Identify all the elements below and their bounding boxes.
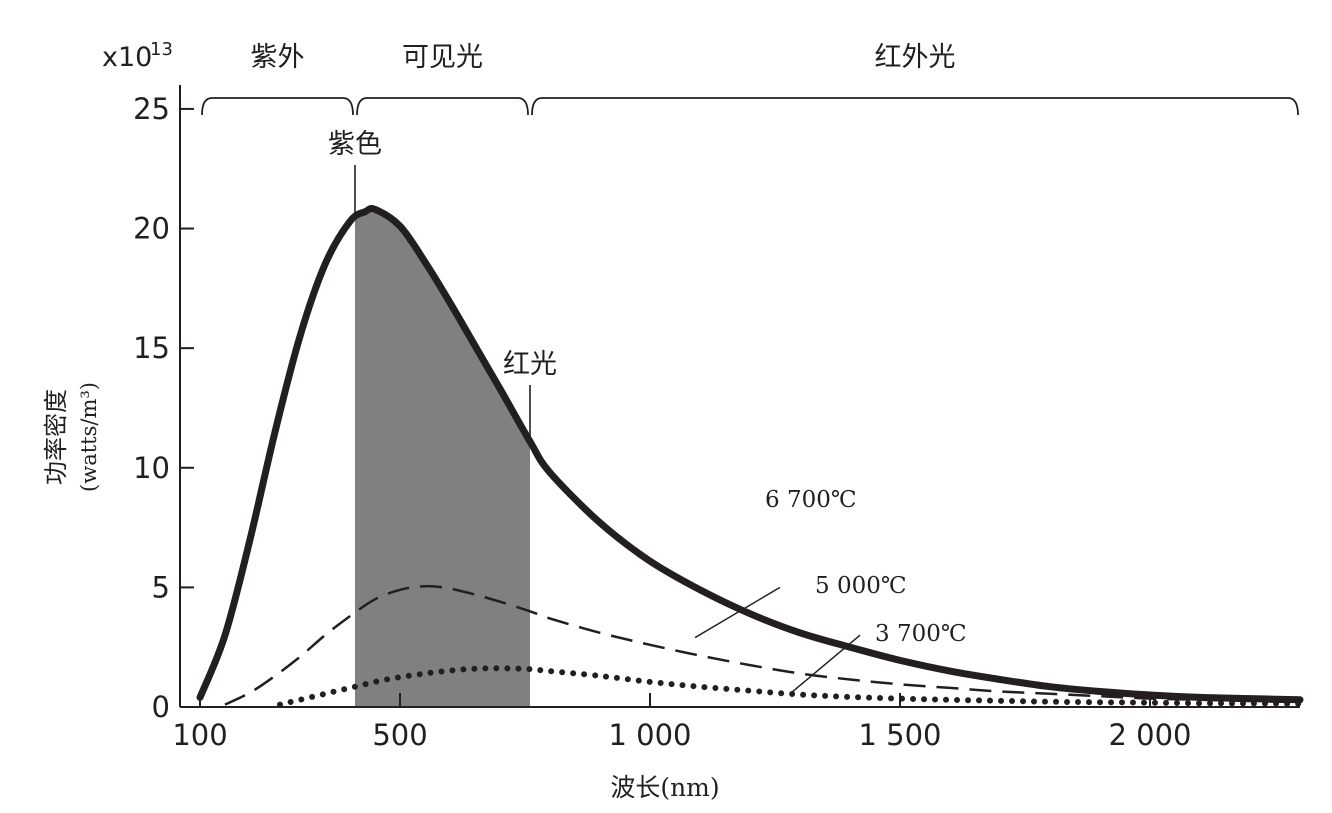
y-axis-title-line2: (watts/m³) — [77, 382, 101, 492]
axes-layer — [179, 85, 1300, 708]
region-label-2: 红外光 — [875, 42, 956, 73]
x-tick-label-3: 1 500 — [858, 718, 941, 752]
region-bracket-1 — [356, 97, 529, 116]
x-tick-label-2: 1 000 — [608, 718, 691, 752]
y-tick-label-5: 25 — [133, 92, 170, 126]
region-bracket-0 — [201, 97, 354, 116]
region-label-0: 紫外 — [251, 42, 305, 73]
regions-layer: 紫外 可见光 红外光 — [201, 42, 1299, 116]
y-tick-label-2: 10 — [133, 451, 170, 485]
y-scale-prefix: x10 — [102, 42, 152, 73]
visible-band-fill — [355, 208, 530, 707]
y-tick-label-4: 20 — [133, 212, 170, 246]
series-label-2: 3 700℃ — [875, 621, 967, 647]
y-scale-exponent: 13 — [150, 39, 173, 60]
y-tick-label-3: 15 — [133, 331, 170, 365]
visible-band-layer — [355, 208, 530, 707]
series-leader-2 — [789, 634, 861, 695]
region-bracket-2 — [531, 97, 1299, 116]
series-labels-layer: 6 700℃ 5 000℃ 3 700℃ — [694, 487, 967, 695]
series-line-1 — [224, 584, 1301, 706]
x-tick-label-0: 100 — [172, 718, 227, 752]
marker-label-0: 紫色 — [328, 129, 382, 160]
series-label-0: 6 700℃ — [765, 487, 857, 513]
series-line-0 — [196, 204, 1304, 704]
marker-label-1: 红光 — [503, 349, 557, 380]
series-leader-1 — [694, 586, 781, 639]
y-tick-label-0: 0 — [152, 690, 170, 724]
ticks-layer: 0 5 10 15 20 25 100 500 1 000 1 500 2 000 — [133, 92, 1191, 752]
series-line-2 — [277, 665, 1303, 708]
x-tick-label-4: 2 000 — [1108, 718, 1191, 752]
y-tick-label-1: 5 — [152, 570, 170, 604]
x-tick-label-1: 500 — [372, 718, 427, 752]
y-axis-title-line1: 功率密度 — [42, 389, 70, 485]
series-label-1: 5 000℃ — [815, 573, 907, 599]
region-label-1: 可见光 — [402, 42, 483, 73]
series-layer — [196, 204, 1304, 708]
x-axis-title: 波长(nm) — [610, 773, 719, 802]
